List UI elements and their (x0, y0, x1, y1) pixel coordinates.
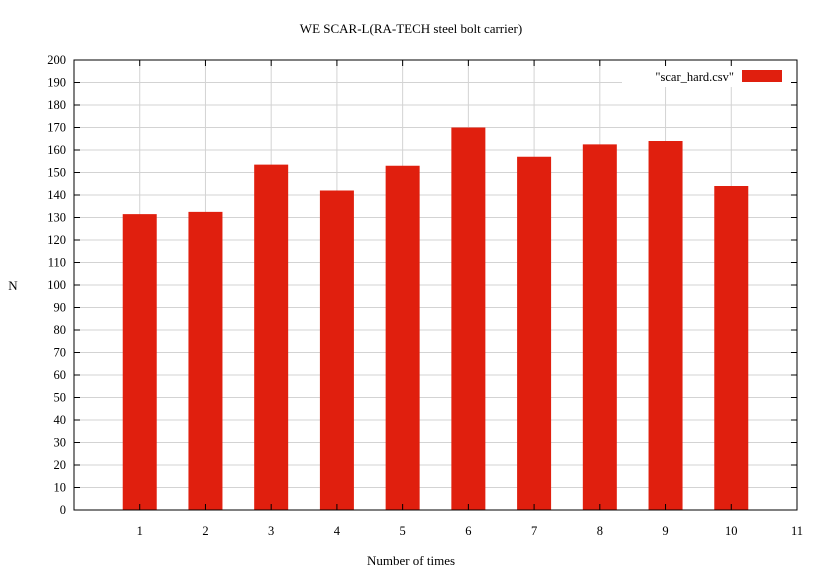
y-tick-label: 110 (48, 256, 66, 270)
legend-swatch (742, 70, 782, 82)
y-tick-label: 180 (47, 98, 66, 112)
bar (122, 214, 157, 510)
axes: 0102030405060708090100110120130140150160… (47, 53, 803, 538)
x-tick-label: 9 (662, 524, 668, 538)
bar (319, 190, 354, 510)
y-tick-label: 70 (54, 346, 67, 360)
x-tick-label: 4 (334, 524, 341, 538)
y-tick-label: 140 (47, 188, 66, 202)
y-tick-label: 130 (47, 211, 66, 225)
bars (122, 127, 749, 510)
y-tick-label: 0 (60, 503, 66, 517)
x-tick-label: 11 (791, 524, 803, 538)
x-tick-label: 1 (137, 524, 143, 538)
y-tick-label: 60 (54, 368, 67, 382)
x-tick-label: 3 (268, 524, 274, 538)
y-tick-label: 190 (47, 76, 66, 90)
y-tick-label: 150 (47, 166, 66, 180)
y-tick-label: 90 (54, 301, 67, 315)
x-tick-label: 2 (202, 524, 208, 538)
y-tick-label: 40 (54, 413, 67, 427)
y-tick-label: 20 (54, 458, 67, 472)
bar (188, 211, 223, 510)
bar (451, 127, 486, 510)
y-tick-label: 30 (54, 436, 67, 450)
x-tick-label: 7 (531, 524, 537, 538)
y-tick-label: 50 (54, 391, 67, 405)
y-tick-label: 10 (54, 481, 67, 495)
x-axis-label: Number of times (366, 553, 456, 568)
bar (385, 165, 420, 510)
legend: "scar_hard.csv" (655, 70, 782, 84)
legend-label: "scar_hard.csv" (655, 70, 734, 84)
y-tick-label: 120 (47, 233, 66, 247)
x-tick-label: 10 (725, 524, 738, 538)
y-tick-label: 80 (54, 323, 67, 337)
bar (254, 164, 289, 510)
x-tick-label: 5 (400, 524, 406, 538)
bar (648, 141, 683, 510)
y-tick-label: 160 (47, 143, 66, 157)
bar (517, 156, 552, 510)
x-tick-label: 6 (465, 524, 471, 538)
y-tick-label: 100 (47, 278, 66, 292)
y-tick-label: 200 (47, 53, 66, 67)
bar (714, 186, 749, 510)
grid-lines (74, 60, 797, 510)
x-tick-label: 8 (597, 524, 603, 538)
y-tick-label: 170 (47, 121, 66, 135)
bar (582, 144, 617, 510)
chart-title: WE SCAR-L(RA-TECH steel bolt carrier) (299, 21, 523, 36)
y-axis-label: N (8, 278, 18, 293)
